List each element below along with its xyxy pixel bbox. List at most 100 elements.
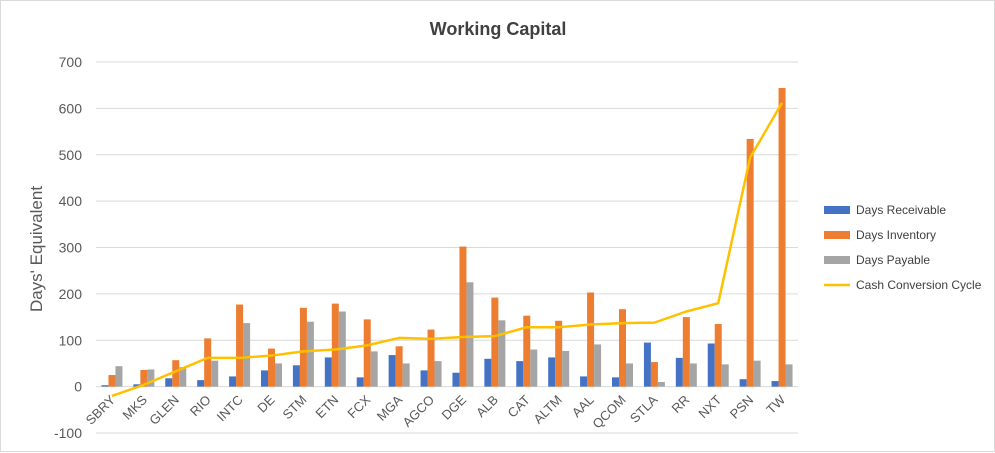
x-tick-label: INTC	[214, 392, 246, 424]
bar-days-inventory	[331, 303, 339, 387]
cash-conversion-cycle-line	[111, 102, 784, 398]
bar-days-inventory	[395, 346, 403, 387]
bar-days-inventory	[555, 320, 563, 387]
bar-days-receivable	[771, 381, 779, 387]
bar-days-receivable	[420, 370, 428, 387]
bar-days-receivable	[707, 343, 715, 387]
bar-days-receivable	[324, 357, 332, 387]
bar-days-payable	[211, 360, 219, 387]
bar-days-receivable	[484, 358, 492, 387]
bar-days-receivable	[197, 380, 205, 387]
x-tick-label: NXT	[695, 392, 724, 421]
x-tick-label: DE	[254, 392, 278, 416]
legend-swatch	[824, 231, 850, 239]
bar-days-payable	[626, 363, 633, 387]
y-axis-ticks: -100 0 100 200 300 400 500 600 700	[54, 54, 82, 441]
y-tick-label: 500	[59, 147, 83, 163]
legend-label: Cash Conversion Cycle	[856, 278, 982, 292]
bar-days-payable	[370, 351, 378, 387]
x-tick-label: QCOM	[589, 392, 628, 431]
x-tick-label: AAL	[569, 392, 597, 420]
y-tick-label: 700	[59, 54, 83, 70]
bar-days-payable	[562, 350, 570, 387]
bar-days-inventory	[427, 329, 435, 387]
x-tick-label: GLEN	[146, 392, 182, 428]
bar-days-inventory	[299, 307, 307, 387]
bar-days-inventory	[236, 304, 244, 387]
bar-days-receivable	[580, 376, 588, 387]
bar-days-inventory	[619, 309, 626, 387]
x-tick-label: DGE	[439, 392, 470, 423]
bar-days-inventory	[204, 338, 212, 387]
bar-days-payable	[179, 367, 187, 387]
bar-days-inventory	[650, 362, 658, 387]
bar-days-receivable	[388, 355, 396, 387]
y-tick-label: 300	[59, 240, 83, 256]
x-tick-label: STM	[280, 392, 310, 422]
bar-days-inventory	[459, 246, 467, 387]
bar-days-inventory	[746, 138, 754, 387]
bar-days-payable	[689, 363, 697, 387]
bar-days-payable	[657, 381, 665, 387]
bar-days-payable	[594, 344, 602, 387]
chart-title: Working Capital	[430, 19, 567, 39]
bar-days-inventory	[491, 297, 499, 387]
bar-days-payable	[306, 321, 314, 387]
legend: Days Receivable Days Inventory Days Payabl…	[824, 203, 982, 292]
bars	[101, 87, 793, 387]
x-tick-label: TW	[763, 392, 788, 417]
bar-days-receivable	[165, 378, 173, 387]
bar-days-inventory	[108, 375, 116, 387]
bar-days-receivable	[643, 342, 651, 387]
bar-days-receivable	[292, 365, 300, 387]
bar-days-payable	[466, 282, 474, 387]
bar-days-receivable	[101, 385, 109, 387]
x-tick-label: STLA	[627, 392, 661, 426]
bar-days-inventory	[523, 315, 531, 387]
legend-label: Days Inventory	[856, 228, 936, 242]
y-tick-label: -100	[54, 425, 82, 441]
bar-days-receivable	[261, 370, 268, 387]
y-axis-label: Days' Equivalent	[27, 186, 46, 312]
y-tick-label: 600	[59, 100, 83, 116]
y-tick-label: 200	[59, 286, 83, 302]
bar-days-inventory	[172, 360, 180, 387]
x-tick-label: RIO	[187, 392, 214, 419]
bar-days-payable	[530, 349, 538, 387]
bar-days-payable	[275, 363, 282, 387]
y-tick-label: 400	[59, 193, 83, 209]
legend-swatch	[824, 256, 850, 264]
x-tick-label: MKS	[119, 392, 150, 423]
bar-days-receivable	[229, 376, 237, 387]
bar-days-inventory	[363, 319, 371, 387]
bar-days-payable	[243, 323, 251, 387]
legend-label: Days Payable	[856, 253, 930, 267]
bar-days-payable	[147, 369, 155, 387]
bar-days-payable	[785, 364, 793, 387]
bar-days-receivable	[612, 377, 619, 387]
y-tick-label: 100	[59, 332, 83, 348]
bar-days-inventory	[778, 87, 786, 387]
x-tick-label: ETN	[312, 392, 341, 421]
x-tick-label: PSN	[727, 392, 757, 422]
x-tick-label: SBRY	[83, 392, 119, 428]
bar-days-receivable	[133, 384, 141, 387]
bar-days-inventory	[268, 348, 275, 387]
y-tick-label: 0	[74, 379, 82, 395]
bar-days-payable	[721, 364, 729, 387]
bar-days-receivable	[675, 357, 683, 387]
bar-days-receivable	[516, 361, 524, 387]
bar-days-inventory	[140, 369, 148, 387]
x-tick-label: CAT	[505, 392, 533, 420]
x-tick-label: ALB	[473, 392, 501, 420]
bar-days-inventory	[682, 317, 690, 387]
legend-label: Days Receivable	[856, 203, 946, 217]
bar-days-inventory	[714, 324, 722, 387]
bar-days-payable	[115, 366, 123, 387]
bar-days-receivable	[548, 357, 556, 387]
bar-days-payable	[498, 320, 506, 387]
cash-conversion-cycle-line-group	[111, 102, 784, 398]
